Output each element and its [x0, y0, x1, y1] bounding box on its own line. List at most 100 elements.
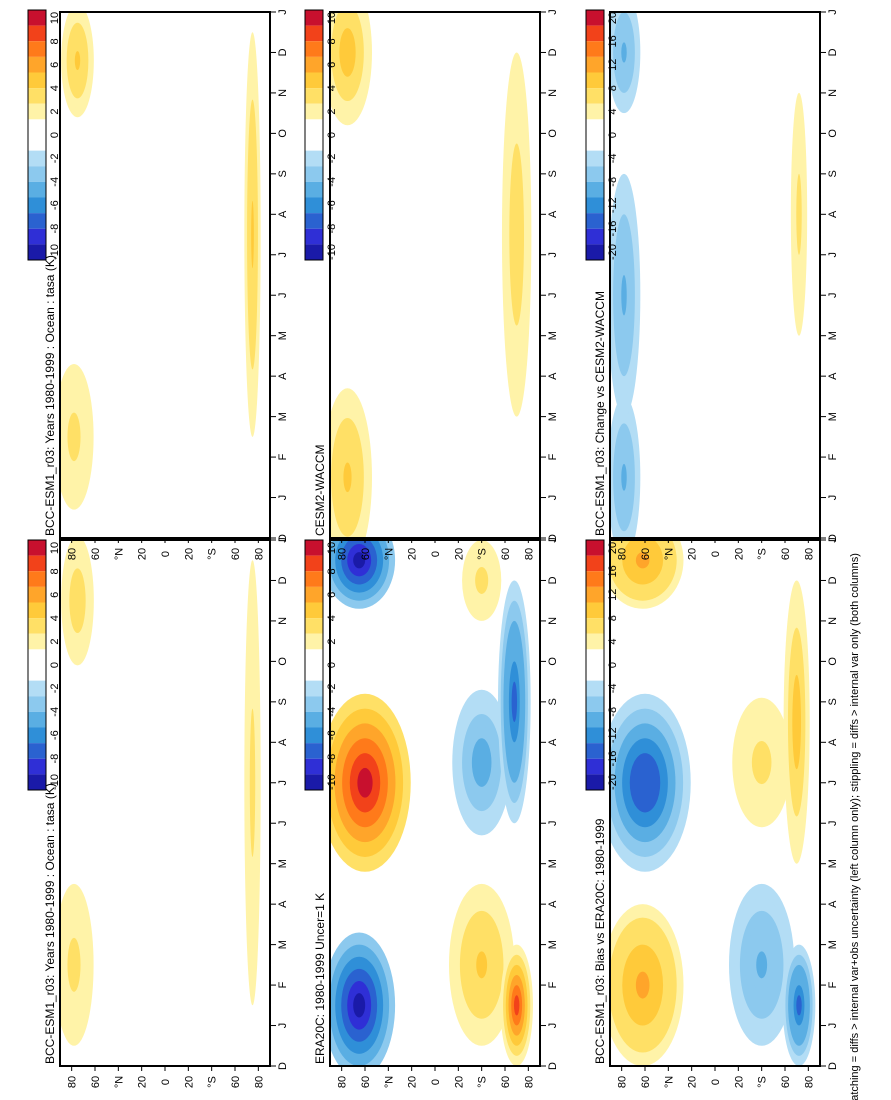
- lat-tick-label: 80: [617, 548, 629, 560]
- month-tick-label: S: [547, 698, 559, 705]
- colorbar-p2: 10 8 6 4 2 0 -2 -4 -6 -8 -10: [27, 9, 61, 261]
- lat-tick-label: 60: [360, 1076, 372, 1088]
- colorbar-swatch: [305, 228, 323, 245]
- colorbar-label: -12: [607, 197, 619, 213]
- colorbar-label: -8: [326, 754, 338, 764]
- colorbar-swatch: [586, 618, 604, 634]
- colorbar-p1: 10 8 6 4 2 0 -2 -4 -6 -8 -10: [27, 539, 61, 791]
- colorbar-swatch: [586, 135, 604, 151]
- month-tick-label: M: [547, 331, 559, 340]
- month-tick-label: F: [827, 981, 839, 988]
- lat-tick-label: °N: [113, 1076, 125, 1088]
- contour-level-4-5: [796, 995, 802, 1016]
- month-tick-label: O: [547, 657, 559, 666]
- colorbar-label: 4: [607, 109, 619, 115]
- colorbar-frame: [585, 9, 605, 261]
- colorbar-label: -2: [326, 154, 338, 164]
- colorbar-swatch: [28, 10, 46, 26]
- month-tick-label: D: [547, 1062, 559, 1070]
- lat-tick-label: 60: [780, 548, 792, 560]
- lat-tick-label: 80: [67, 1076, 79, 1088]
- month-tick-label: F: [547, 981, 559, 988]
- lat-tick-label: 20: [183, 548, 195, 560]
- colorbar-swatch: [28, 135, 46, 151]
- colorbar-swatch: [28, 119, 46, 135]
- lat-tick-label: °N: [383, 548, 395, 560]
- lat-tick-label: 20: [137, 1076, 149, 1088]
- month-tick-label: J: [547, 9, 559, 15]
- colorbar-swatch: [28, 25, 46, 42]
- colorbar-label: 12: [607, 589, 619, 601]
- colorbar-label: 0: [49, 662, 61, 668]
- lat-tick-label: 20: [137, 548, 149, 560]
- contour-level-1-5: [635, 552, 650, 569]
- month-tick-label: A: [547, 372, 559, 380]
- field-layer: [60, 540, 261, 1046]
- colorbar-swatch: [586, 649, 604, 665]
- colorbar-swatch: [28, 586, 46, 603]
- colorbar-label: 12: [607, 59, 619, 71]
- colorbar-swatch: [586, 758, 604, 775]
- colorbar-frame: [304, 9, 324, 261]
- colorbar-swatch: [586, 197, 604, 214]
- colorbar-label: -6: [326, 200, 338, 210]
- month-tick-label: N: [277, 89, 289, 97]
- colorbar-label: -4: [607, 684, 619, 694]
- lat-tick-label: 80: [523, 1076, 535, 1088]
- colorbar-p6: 20 16 12 8 4 0 -4 -8 -12 -16 -20: [585, 9, 619, 261]
- colorbar-swatch: [305, 555, 323, 572]
- colorbar-label: -2: [49, 684, 61, 694]
- contour-level-5-5: [756, 751, 767, 774]
- month-tick-label: M: [547, 412, 559, 421]
- colorbar-swatch: [305, 649, 323, 665]
- colorbar-swatch: [28, 633, 46, 650]
- month-tick-label: D: [827, 576, 839, 584]
- colorbar-label: 0: [607, 662, 619, 668]
- colorbar-label: 8: [326, 568, 338, 574]
- colorbar-swatch: [586, 680, 604, 697]
- month-tick-label: A: [827, 738, 839, 746]
- panel-title: BCC-ESM1_r03: Years 1980-1999 : Ocean : …: [43, 783, 57, 1064]
- lat-tick-label: 20: [687, 1076, 699, 1088]
- field-layer: [330, 12, 532, 538]
- month-tick-label: J: [827, 292, 839, 298]
- month-tick-label: J: [277, 292, 289, 298]
- month-tick-label: M: [277, 412, 289, 421]
- colorbar-swatch: [586, 25, 604, 42]
- colorbar-swatch: [28, 665, 46, 681]
- colorbar-swatch: [305, 540, 323, 556]
- month-tick-label: J: [277, 252, 289, 258]
- month-tick-label: D: [827, 534, 839, 542]
- contour-level-2-5: [637, 767, 653, 798]
- lat-tick-label: 0: [430, 551, 442, 557]
- month-tick-label: D: [277, 534, 289, 542]
- month-tick-label: M: [827, 412, 839, 421]
- month-tick-label: N: [827, 617, 839, 625]
- lat-tick-label: 20: [453, 548, 465, 560]
- month-tick-label: S: [827, 170, 839, 177]
- colorbar-label: 4: [326, 615, 338, 621]
- contour-level-1-5: [343, 40, 352, 65]
- panel-title: BCC-ESM1_r03: Years 1980-1999 : Ocean : …: [43, 255, 57, 536]
- month-tick-label: F: [277, 453, 289, 460]
- colorbar-swatch: [28, 103, 46, 120]
- lat-tick-label: 20: [407, 1076, 419, 1088]
- lat-tick-label: °N: [663, 1076, 675, 1088]
- month-tick-label: J: [827, 252, 839, 258]
- contour-level-0-5: [70, 951, 78, 979]
- contour-level-0-5: [343, 462, 352, 493]
- month-tick-label: J: [827, 780, 839, 786]
- lat-tick-label: 0: [710, 1079, 722, 1085]
- lat-tick-label: 20: [407, 548, 419, 560]
- colorbar-label: 0: [49, 132, 61, 138]
- lat-tick-label: °N: [663, 548, 675, 560]
- lat-tick-label: °S: [477, 1076, 489, 1088]
- colorbar-label: 16: [607, 35, 619, 47]
- lat-tick-label: 60: [90, 548, 102, 560]
- colorbar-label: 20: [607, 542, 619, 554]
- month-tick-label: N: [547, 617, 559, 625]
- month-tick-label: N: [827, 89, 839, 97]
